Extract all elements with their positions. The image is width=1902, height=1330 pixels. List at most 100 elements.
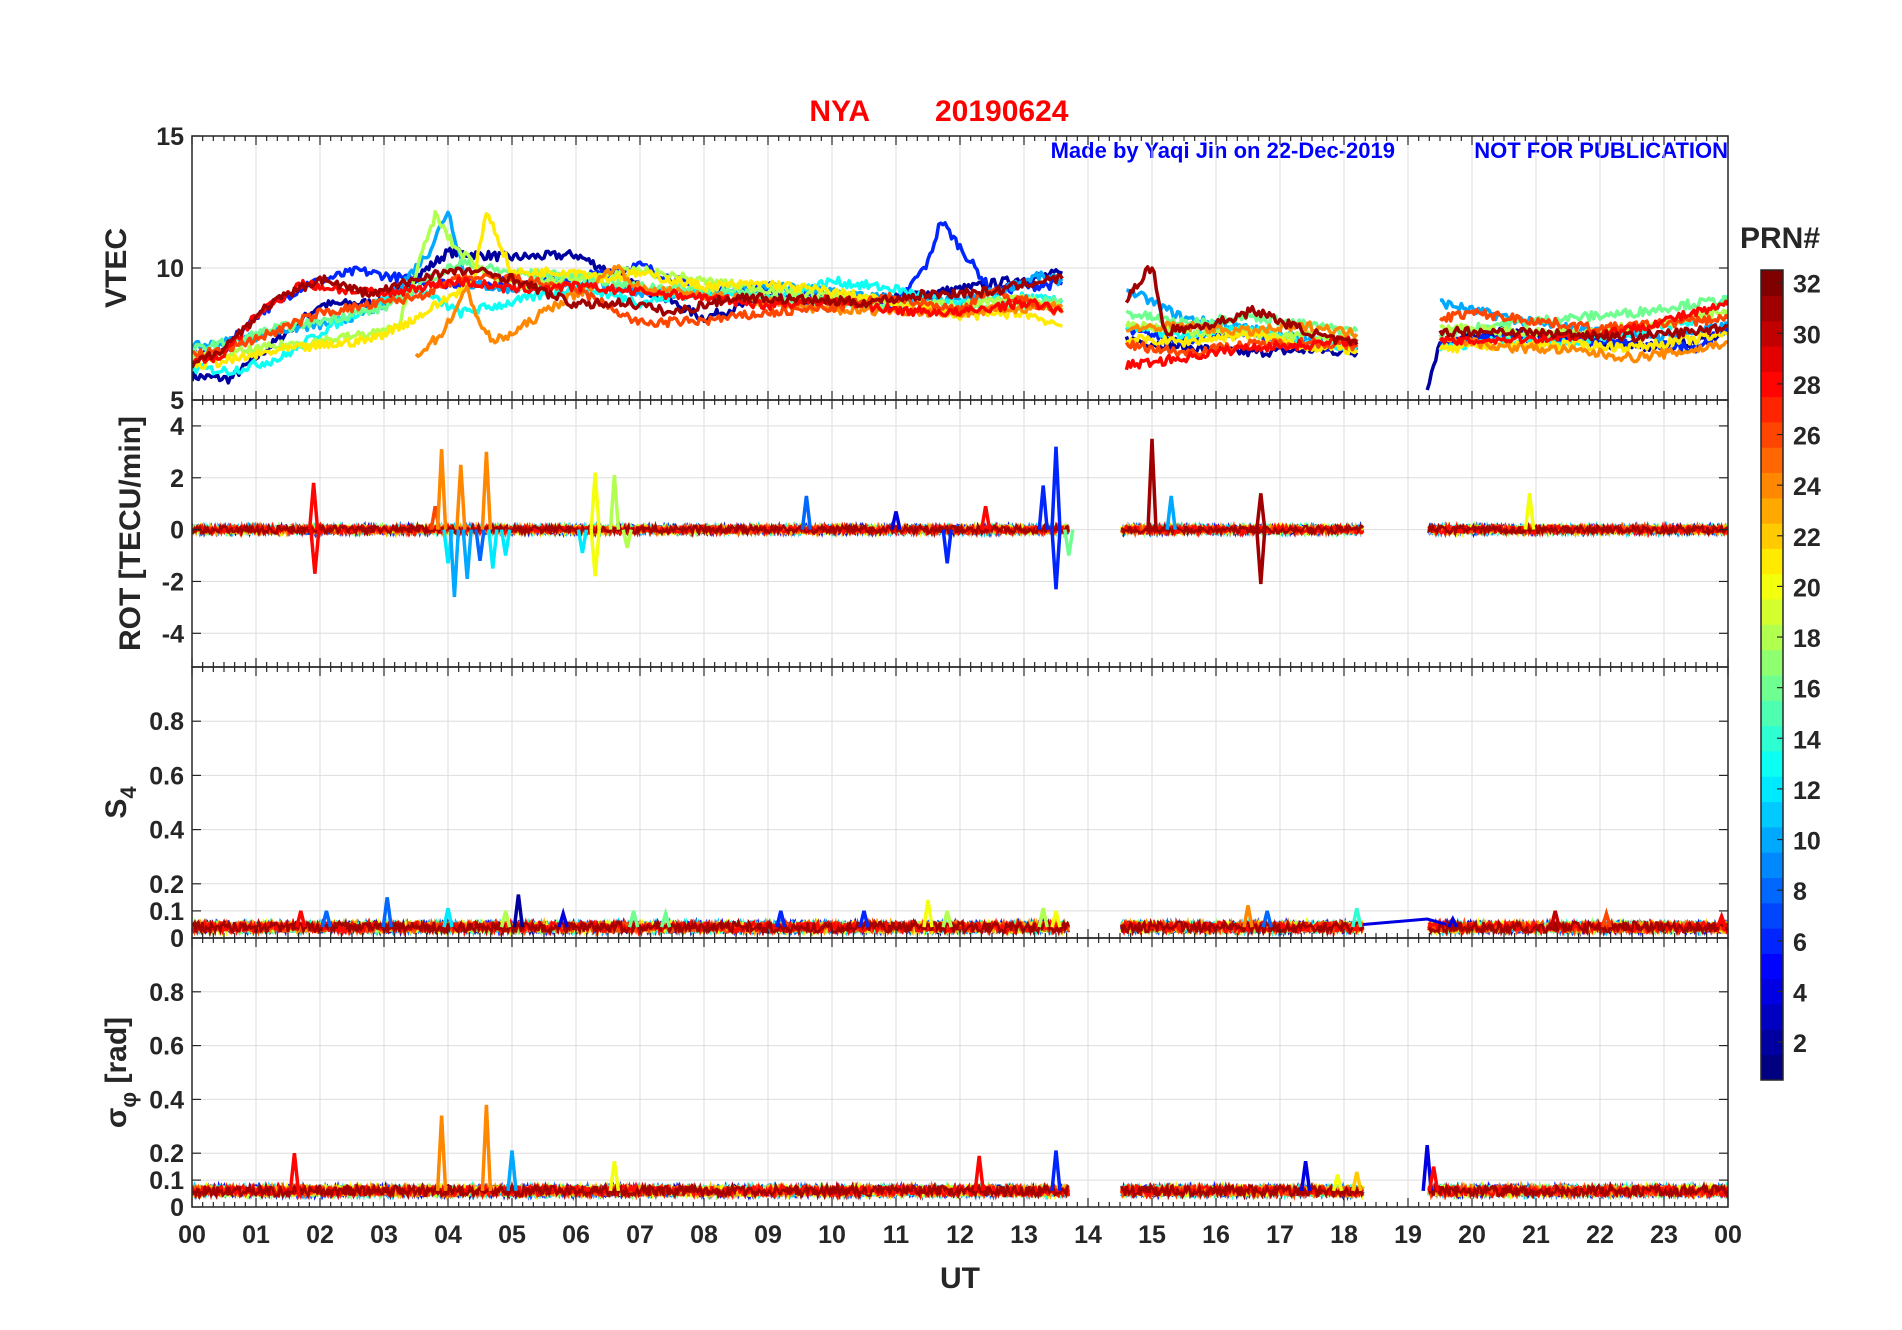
colorbar-step [1761,320,1783,347]
colorbar-step [1761,624,1783,651]
colorbar-tick-label: 12 [1793,777,1821,805]
s4-spike [1600,907,1613,928]
colorbar-label: PRN# [1740,222,1820,255]
title-date: 20190624 [935,95,1069,128]
s4-y-tick-label: 0.1 [149,898,184,926]
s4-y-tick-label: 0.8 [149,708,184,736]
colorbar-tick-label: 8 [1793,878,1807,906]
s4-spike [499,910,512,928]
colorbar-step [1761,573,1783,600]
panel-vtec: 5 10 15 VTEC [100,123,1729,415]
s4-y-tick-label: 0 [170,925,184,953]
s4-spike [1050,910,1062,928]
colorbar-tick-label: 4 [1793,979,1807,1007]
rot-spike [455,464,467,530]
x-tick-label: 14 [1074,1221,1102,1249]
sigphi-spike [435,1115,448,1191]
sigphi-y-tick-label: 0.1 [149,1167,184,1195]
sigphi-spike [1050,1150,1062,1192]
x-tick-label: 07 [626,1221,654,1249]
x-tick-label: 13 [1010,1221,1038,1249]
rot-spike [1146,438,1158,530]
x-tick-label: 11 [883,1221,910,1249]
rot-spike [1050,529,1062,590]
x-tick-label: 18 [1330,1221,1358,1249]
x-tick-label: 08 [690,1221,718,1249]
colorbar-step [1761,548,1783,575]
colorbar-tick-label: 2 [1793,1030,1807,1058]
colorbar-step [1761,599,1783,625]
sigphi-spike [973,1155,985,1192]
rot-spike [1050,446,1062,530]
colorbar-step [1761,472,1783,499]
panel-rot: -4 -2 0 2 4 ROT [TECU/min] [114,399,1729,668]
colorbar-step [1761,1004,1783,1030]
colorbar-step [1761,877,1783,904]
rot-spike [435,449,448,530]
rot-spike [480,451,493,530]
sigphi-y-tick-label: 0.4 [149,1086,184,1114]
x-tick-label: 12 [946,1221,974,1249]
colorbar-step [1761,902,1783,929]
rot-spike [621,529,633,549]
s4-spike [1715,911,1728,928]
x-tick-label: 09 [754,1221,782,1249]
colorbar-step [1761,928,1783,954]
x-tick-label: 17 [1266,1221,1294,1249]
colorbar-tick-label: 26 [1793,423,1821,451]
colorbar-step [1761,295,1783,322]
x-tick-label: 23 [1650,1221,1678,1249]
colorbar-step [1761,826,1783,853]
vtec-series-prn-26 [1438,307,1728,335]
vtec-y-tick-label: 15 [156,123,184,151]
rot-spike [461,529,473,580]
author-note: Made by Yaqi Jin on 22-Dec-2019 [1051,138,1395,163]
s4-spike [1447,915,1459,928]
colorbar-step [1761,447,1783,473]
colorbar-step [1761,523,1783,549]
sigphi-spike [288,1153,301,1192]
vtec-series-prn-26 [192,272,1064,358]
x-tick-label: 00 [178,1221,206,1249]
rot-spike [800,495,813,530]
colorbar-step [1761,776,1783,803]
colorbar-frame [1760,269,1784,1081]
rot-y-tick-label: 0 [170,517,184,545]
vtec-y-tick-label: 10 [156,255,184,283]
rot-spike [1255,493,1267,530]
sigphi-spike [480,1104,493,1191]
rot-spike [1063,529,1075,556]
s4-spike [512,894,525,928]
rot-spike [307,482,320,530]
rot-spike [589,472,601,530]
x-axis-label: UT [940,1262,980,1295]
colorbar-step [1761,421,1783,448]
panel-sigphi: 00.10.2 0.4 0.6 0.8 σφ [rad] [100,937,1729,1222]
colorbar-step [1761,270,1783,296]
rot-spike [499,529,512,556]
s4-spike [627,910,640,928]
rot-spike [589,529,601,577]
x-tick-label: 19 [1394,1221,1422,1249]
colorbar-step [1761,978,1783,1005]
rot-spike [1523,493,1536,530]
rot-spike [941,529,953,564]
x-tick-label: 21 [1522,1221,1550,1249]
colorbar-step [1761,953,1783,980]
colorbar-tick-label: 10 [1793,828,1821,856]
vtec-series-prn-28 [1124,335,1359,371]
x-tick-label: 02 [306,1221,334,1249]
colorbar-step [1761,396,1783,423]
sigphi-y-tick-label: 0 [170,1194,184,1222]
colorbar-step [1761,649,1783,676]
sigphi-y-tick-label: 0.6 [149,1033,184,1061]
colorbar-step [1761,801,1783,828]
title-station: NYA [809,95,870,128]
colorbar-tick-label: 6 [1793,929,1807,957]
rot-spike [608,475,621,530]
s4-spike [1549,910,1561,928]
colorbar-tick-label: 30 [1793,321,1821,349]
rot-spike [1255,529,1267,585]
